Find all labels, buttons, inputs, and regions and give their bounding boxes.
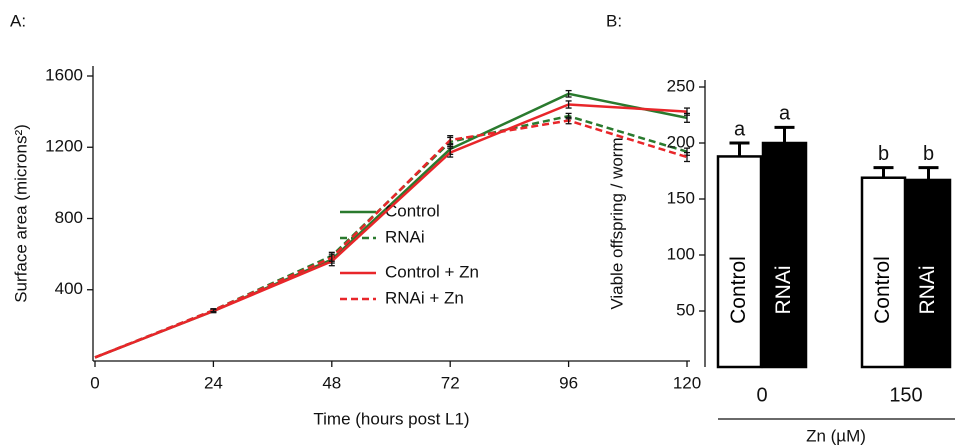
panel-label: B:: [606, 11, 622, 30]
bar: [761, 141, 808, 369]
y-axis-label: Viable offspring / worm: [607, 137, 626, 309]
y-axis-label: Surface area (microns²): [11, 124, 30, 303]
legend-label: Control: [385, 201, 440, 220]
bar-series-label: RNAi: [916, 265, 939, 314]
x-tick-label: 24: [204, 373, 223, 392]
legend-label: RNAi + Zn: [385, 288, 464, 307]
significance-letter: b: [878, 143, 889, 165]
y-tick-label: 150: [667, 188, 695, 207]
series-line: [94, 92, 688, 359]
x-tick-label: 96: [559, 373, 578, 392]
panel-label: A:: [10, 11, 26, 30]
bar: [860, 176, 907, 369]
y-tick-label: 100: [667, 244, 695, 263]
y-tick-label: 1600: [45, 65, 83, 84]
x-tick-label: 120: [673, 373, 701, 392]
x-axis-label: Time (hours post L1): [313, 409, 469, 428]
x-tick-label: 0: [756, 384, 767, 406]
significance-letter: a: [734, 118, 746, 140]
x-tick-label: 0: [90, 373, 99, 392]
bar: [905, 178, 952, 369]
significance-letter: a: [779, 103, 791, 125]
x-tick-label: 150: [889, 384, 922, 406]
y-tick-label: 400: [55, 279, 83, 298]
legend-label: RNAi: [385, 227, 425, 246]
x-tick-label: 48: [322, 373, 341, 392]
bar-series-label: RNAi: [772, 265, 795, 314]
x-axis-label: Zn (µM): [806, 426, 866, 445]
legend-label: Control + Zn: [385, 262, 479, 281]
series-line: [94, 119, 688, 359]
bar: [716, 155, 763, 369]
bar-series-label: Control: [871, 256, 894, 324]
y-tick-label: 800: [55, 208, 83, 227]
significance-letter: b: [923, 143, 934, 165]
bar-series-label: Control: [727, 256, 750, 324]
x-tick-label: 72: [441, 373, 460, 392]
y-tick-label: 50: [676, 300, 695, 319]
y-tick-label: 250: [667, 76, 695, 95]
y-tick-label: 1200: [45, 137, 83, 156]
series-line: [94, 114, 688, 359]
y-tick-label: 200: [667, 132, 695, 151]
